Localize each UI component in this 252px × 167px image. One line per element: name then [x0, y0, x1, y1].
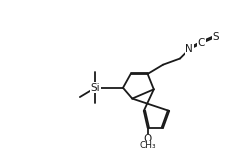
Text: N: N: [185, 44, 193, 54]
Text: S: S: [212, 32, 219, 42]
Text: CH₃: CH₃: [139, 141, 156, 150]
Text: O: O: [143, 134, 152, 144]
Text: Si: Si: [90, 83, 100, 93]
Text: C: C: [198, 38, 205, 48]
